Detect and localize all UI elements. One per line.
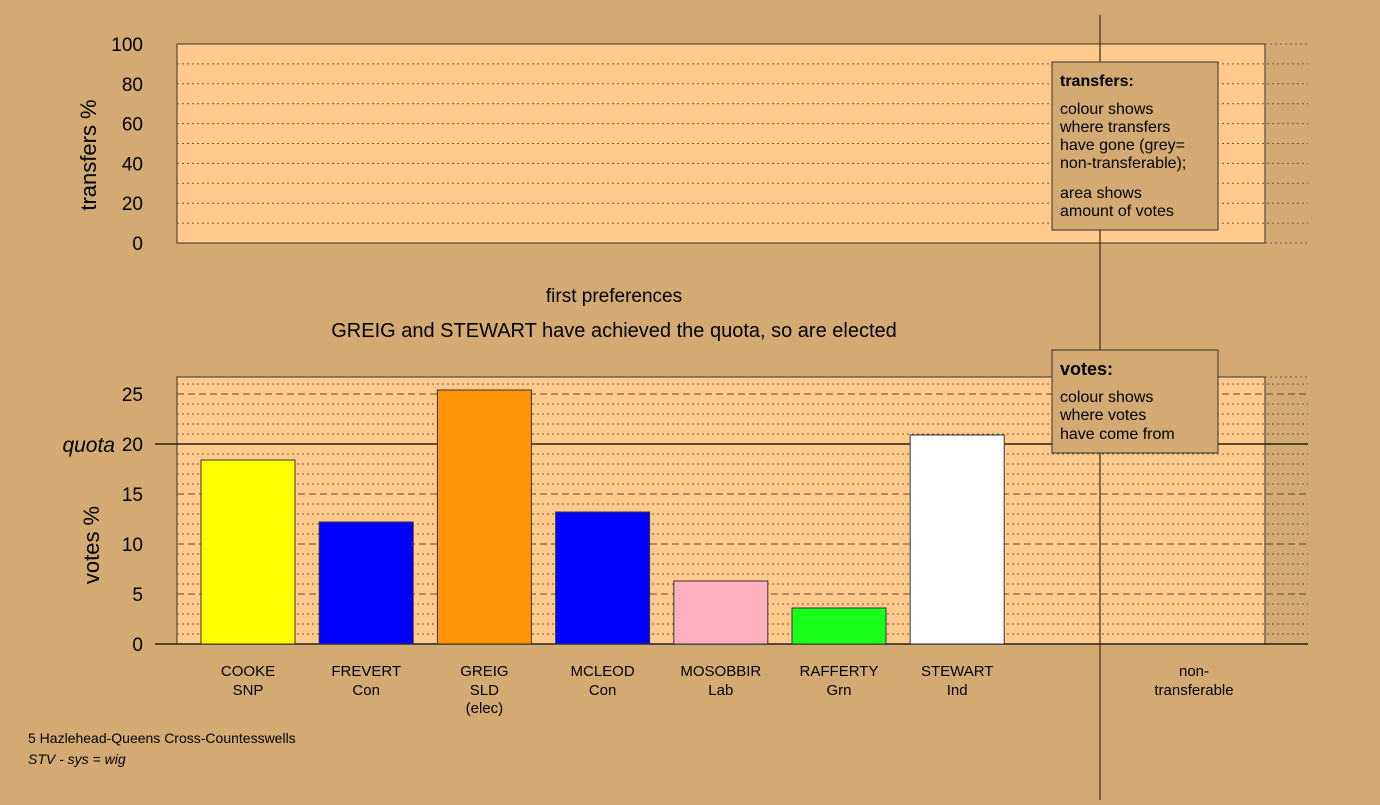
votes-bars <box>200 389 1005 645</box>
votes-y-tick-label: 15 <box>122 485 143 506</box>
transfers-legend-line: amount of votes <box>1060 203 1174 220</box>
category-name-label: COOKE <box>221 663 275 680</box>
category-name-label: RAFFERTY <box>800 663 879 680</box>
category-party-label: Con <box>352 682 380 699</box>
transfers-legend-box <box>1051 61 1219 231</box>
transfers-legend-line: area shows <box>1060 185 1142 202</box>
bar-rafferty <box>791 607 887 645</box>
transfers-legend-line: have gone (grey= <box>1060 137 1185 154</box>
bar-greig <box>436 389 532 645</box>
votes-y-tick-label: 25 <box>122 385 143 406</box>
category-labels: COOKE SNP FREVERT Con GREIG SLD(elec) MCLEOD Co… <box>221 663 994 717</box>
category-party-label: Lab <box>708 682 733 699</box>
bar-cooke <box>200 459 296 645</box>
category-name-label: GREIG <box>460 663 508 680</box>
bar-mosobbir <box>673 580 769 645</box>
transfers-y-axis-label: transfers % <box>76 99 101 210</box>
voting-system: STV - sys = wig <box>28 751 126 767</box>
votes-legend-line: have come from <box>1060 426 1175 443</box>
votes-legend: votes: colour shows where votes have com… <box>1051 349 1219 454</box>
transfers-y-tick-label: 80 <box>122 75 143 96</box>
votes-legend-box <box>1051 349 1219 454</box>
category-party-label: Grn <box>826 682 851 699</box>
category-party-label: Ind <box>947 682 968 699</box>
votes-y-axis-label: votes % <box>79 506 104 584</box>
category-name-label: FREVERT <box>331 663 401 680</box>
transfers-legend-line: colour shows <box>1060 101 1153 118</box>
category-name-label: STEWART <box>921 663 994 680</box>
non-transferable-label-line2: transferable <box>1154 682 1233 699</box>
transfers-legend-line: non-transferable); <box>1060 155 1186 172</box>
transfers-y-tick-label: 40 <box>122 154 143 175</box>
votes-legend-title: votes: <box>1060 359 1113 379</box>
quota-label: quota <box>62 434 115 457</box>
status-title: GREIG and STEWART have achieved the quot… <box>331 320 897 342</box>
stage-title: first preferences <box>546 286 682 307</box>
category-party-label: SLD <box>470 682 499 699</box>
votes-panel: 0 5 10 15 20 25 COOKE SNP FREVERT Con GREIG SLD(el… <box>62 376 1308 717</box>
transfers-legend-line: where transfers <box>1059 119 1170 136</box>
bar-frevert <box>318 521 414 645</box>
bar-stewart <box>909 434 1005 645</box>
category-party-label: SNP <box>233 682 264 699</box>
bar-mcleod <box>555 511 651 645</box>
votes-y-tick-label: 0 <box>132 635 143 656</box>
category-name-label: MOSOBBIR <box>680 663 761 680</box>
category-name-label: MCLEOD <box>571 663 635 680</box>
votes-legend-line: where votes <box>1059 407 1146 424</box>
transfers-legend: transfers: colour shows where transfers … <box>1051 61 1219 231</box>
transfers-y-ticks: 0 20 40 60 80 100 <box>111 35 143 255</box>
category-note-label: (elec) <box>466 700 504 717</box>
category-party-label: Con <box>589 682 617 699</box>
votes-y-tick-label: 10 <box>122 535 143 556</box>
non-transferable-label-line1: non- <box>1179 663 1209 680</box>
transfers-y-tick-label: 60 <box>122 115 143 136</box>
transfers-y-tick-label: 0 <box>132 234 143 255</box>
votes-y-ticks: 0 5 10 15 20 25 <box>122 385 143 656</box>
transfers-legend-title: transfers: <box>1060 73 1134 90</box>
transfers-y-tick-label: 100 <box>111 35 143 56</box>
transfers-grid <box>177 43 1308 244</box>
votes-y-tick-label: 5 <box>132 585 143 606</box>
ward-name: 5 Hazlehead-Queens Cross-Countesswells <box>28 730 296 746</box>
transfers-y-tick-label: 20 <box>122 194 143 215</box>
votes-y-tick-label: 20 <box>122 435 143 456</box>
votes-legend-line: colour shows <box>1060 389 1153 406</box>
